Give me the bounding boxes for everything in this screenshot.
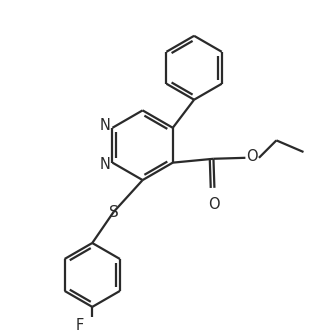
- Text: F: F: [76, 318, 84, 332]
- Text: O: O: [246, 149, 258, 164]
- Text: O: O: [208, 197, 219, 211]
- Text: S: S: [109, 205, 118, 219]
- Text: N: N: [99, 157, 110, 172]
- Text: N: N: [99, 118, 110, 133]
